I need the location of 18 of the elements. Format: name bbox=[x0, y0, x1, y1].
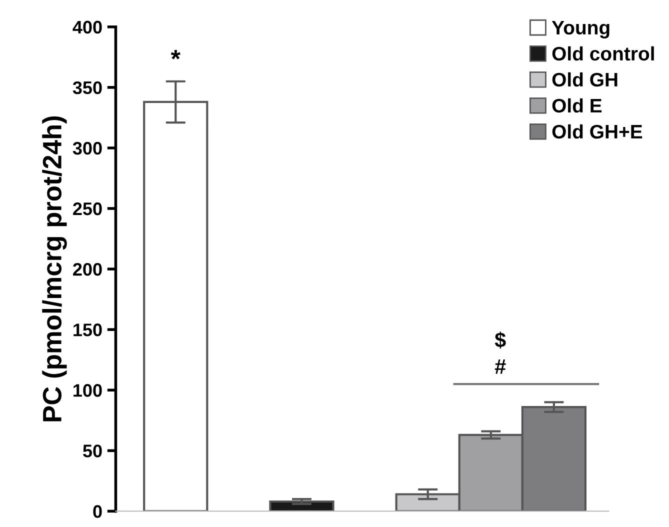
y-tick-label: 350 bbox=[72, 81, 102, 94]
y-tick-label: 300 bbox=[72, 142, 102, 155]
y-tick-label: 150 bbox=[74, 324, 102, 336]
annotation: # bbox=[494, 360, 506, 374]
annotation: $ bbox=[494, 332, 506, 349]
legend-label: Old control bbox=[552, 46, 654, 61]
annotation: * bbox=[170, 50, 180, 60]
legend-label: Young bbox=[552, 20, 610, 38]
legend-label: Old E bbox=[552, 98, 602, 113]
y-tick-label: 250 bbox=[73, 202, 102, 216]
y-tick-label: 50 bbox=[83, 444, 102, 458]
y-tick-label: 0 bbox=[93, 505, 102, 518]
y-tick-label: 200 bbox=[73, 262, 102, 276]
legend-label: Old GH+E bbox=[552, 124, 642, 139]
y-axis-title: PC (pmol/mcrg prot/24h) bbox=[42, 116, 67, 422]
legend-label: Old GH bbox=[552, 72, 618, 87]
y-tick-label: 400 bbox=[72, 20, 102, 34]
y-tick-label: 100 bbox=[74, 384, 102, 397]
